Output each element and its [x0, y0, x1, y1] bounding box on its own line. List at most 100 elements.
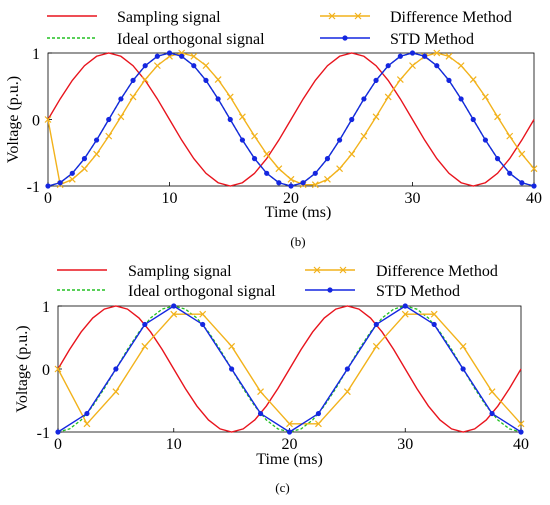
- data-point: [200, 321, 206, 328]
- data-point: [93, 137, 100, 143]
- legend-item-difference-method-label: Difference Method: [376, 263, 498, 280]
- data-point: [81, 165, 88, 173]
- data-point: [264, 170, 270, 176]
- x-tick-label: 10: [166, 436, 182, 453]
- data-point: [68, 175, 76, 183]
- data-point: [344, 366, 350, 372]
- data-point: [457, 62, 465, 70]
- legend-item-ideal-orthogonal-signal-label: Ideal orthogonal signal: [128, 283, 276, 300]
- data-point: [446, 77, 452, 83]
- data-point: [171, 303, 177, 309]
- data-point: [315, 410, 322, 417]
- data-point: [142, 63, 148, 69]
- data-point: [57, 180, 63, 186]
- data-point: [81, 156, 88, 162]
- data-point: [494, 113, 501, 121]
- data-point: [518, 150, 526, 158]
- data-point: [44, 116, 52, 123]
- data-point: [402, 303, 408, 309]
- x-tick-label: 20: [282, 436, 298, 453]
- y-tick-label: -1: [37, 425, 50, 442]
- data-point: [54, 365, 62, 373]
- legend-item-difference-method-swatch-marker: [354, 12, 362, 20]
- data-point: [494, 156, 501, 162]
- y-tick-label: -1: [27, 179, 40, 196]
- data-point: [84, 410, 90, 417]
- data-point: [373, 77, 379, 83]
- data-point: [130, 77, 136, 83]
- data-point: [141, 342, 149, 350]
- data-point: [215, 96, 221, 102]
- data-point: [106, 116, 112, 123]
- data-point: [312, 170, 318, 176]
- data-point: [445, 52, 453, 60]
- data-point: [227, 116, 233, 123]
- data-point: [360, 132, 368, 140]
- data-point: [324, 156, 331, 162]
- data-point: [117, 113, 125, 121]
- legend-item-sampling-signal-label: Sampling signal: [117, 9, 221, 26]
- legend-item-difference-method-label: Difference Method: [390, 9, 512, 26]
- data-point: [202, 62, 210, 70]
- data-point: [396, 76, 404, 84]
- data-point: [286, 429, 293, 435]
- data-point: [384, 93, 392, 101]
- data-point: [488, 388, 496, 396]
- data-point: [93, 150, 101, 158]
- series-line: [47, 52, 535, 187]
- data-point: [251, 132, 258, 140]
- x-axis-label: Time (ms): [256, 451, 323, 468]
- data-point: [385, 63, 391, 69]
- data-point: [141, 76, 149, 84]
- data-point: [324, 175, 331, 183]
- data-point: [203, 77, 209, 83]
- data-point: [105, 132, 113, 140]
- data-point: [422, 53, 428, 59]
- data-point: [372, 113, 380, 121]
- x-tick-label: 40: [513, 436, 529, 453]
- data-point: [460, 366, 466, 372]
- series-std-method: [45, 50, 537, 189]
- data-point: [315, 420, 322, 428]
- data-point: [229, 366, 235, 372]
- panel-label: (b): [290, 234, 305, 249]
- data-point: [118, 96, 124, 102]
- data-point: [263, 150, 271, 158]
- legend-item-sampling-signal-label: Sampling signal: [128, 263, 232, 280]
- legend: Sampling signal Difference Method Ideal or…: [57, 263, 498, 300]
- data-point: [409, 62, 416, 70]
- data-point: [348, 150, 356, 158]
- data-point: [489, 410, 495, 417]
- data-point: [507, 170, 513, 176]
- data-point: [191, 63, 197, 69]
- data-point: [154, 53, 160, 59]
- data-point: [373, 321, 379, 328]
- legend-item-std-method-label: STD Method: [376, 283, 460, 300]
- series-line: [57, 305, 522, 433]
- x-axis-label: Time (ms): [265, 204, 332, 221]
- y-tick-label: 0: [32, 113, 40, 130]
- data-point: [226, 93, 234, 101]
- data-point: [430, 310, 438, 318]
- data-point: [431, 321, 437, 328]
- y-tick-label: 1: [32, 46, 40, 63]
- data-point: [458, 96, 464, 102]
- data-point: [409, 50, 416, 56]
- legend-item-difference-method-swatch-marker: [313, 266, 321, 274]
- data-point: [129, 93, 137, 101]
- data-point: [433, 49, 441, 57]
- series-line: [57, 305, 522, 433]
- data-point: [190, 52, 198, 60]
- data-point: [142, 321, 148, 328]
- x-tick-label: 30: [405, 190, 421, 207]
- y-axis-label: Voltage (p.u.): [5, 76, 22, 163]
- data-point: [401, 310, 409, 318]
- x-tick-label: 30: [397, 436, 413, 453]
- series-std-method: [55, 303, 524, 435]
- data-point: [361, 96, 367, 102]
- data-point: [470, 116, 476, 123]
- data-point: [300, 180, 306, 186]
- x-tick-label: 0: [54, 436, 62, 453]
